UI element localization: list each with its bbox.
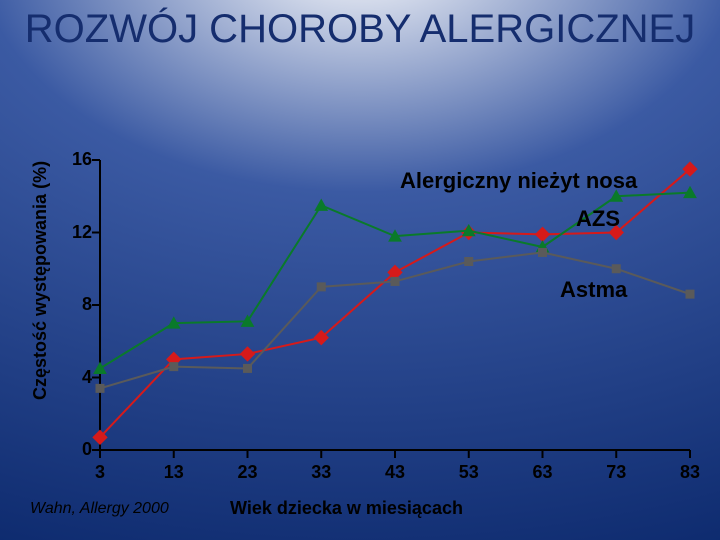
data-marker: [686, 290, 695, 299]
x-tick-label: 63: [528, 462, 558, 483]
slide: ROZWÓJ CHOROBY ALERGICZNEJ Częstość wyst…: [0, 0, 720, 540]
line-chart: 0 4 8 12 16 3 13 23 33 43 53 63 73 83 Alergiczny nieży…: [0, 0, 720, 540]
data-marker: [535, 227, 550, 242]
chart-svg: [0, 0, 720, 540]
axes: [100, 160, 690, 450]
series-label: Astma: [560, 277, 627, 303]
y-tick-label: 0: [62, 439, 92, 460]
x-tick-label: 23: [233, 462, 263, 483]
data-marker: [93, 362, 107, 374]
data-marker: [464, 257, 473, 266]
x-tick-label: 53: [454, 462, 484, 483]
y-tick-label: 16: [62, 149, 92, 170]
data-marker: [612, 264, 621, 273]
x-tick-label: 13: [159, 462, 189, 483]
data-marker: [96, 384, 105, 393]
x-tick-label: 33: [306, 462, 336, 483]
series-label: Alergiczny nieżyt nosa: [400, 168, 637, 194]
x-tick-label: 43: [380, 462, 410, 483]
data-marker: [243, 364, 252, 373]
data-marker: [169, 362, 178, 371]
y-tick-label: 12: [62, 222, 92, 243]
x-tick-label: 73: [601, 462, 631, 483]
data-marker: [240, 346, 255, 361]
y-tick-label: 4: [62, 367, 92, 388]
x-tick-label: 83: [675, 462, 705, 483]
data-marker: [314, 198, 328, 210]
y-tick-label: 8: [62, 294, 92, 315]
series-label: AZS: [576, 206, 620, 232]
data-marker: [317, 282, 326, 291]
x-tick-label: 3: [85, 462, 115, 483]
data-marker: [391, 277, 400, 286]
data-marker: [538, 248, 547, 257]
